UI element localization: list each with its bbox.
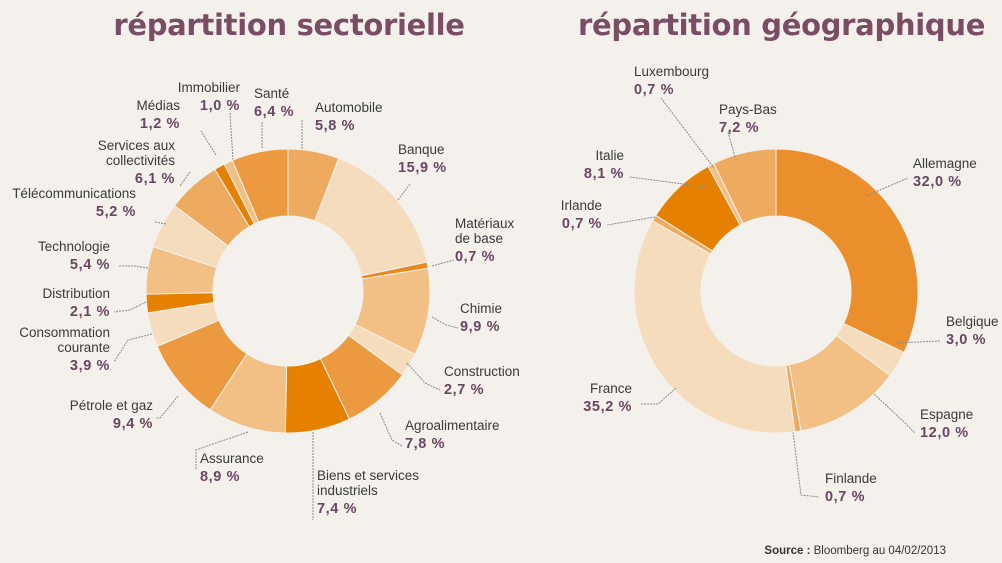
label-value-belgique: 3,0 % [946,332,986,348]
label-name-agroalimentaire: Agroalimentaire [405,418,500,433]
leader-line-materiaux-de-base [431,259,455,267]
label-name-construction: Construction [444,364,520,379]
source-text: Bloomberg au 04/02/2013 [813,545,946,557]
leader-line-espagne [873,393,916,434]
label-name-sante: Santé [254,86,289,101]
leader-line-construction [406,362,441,391]
label-name-materiaux-de-base: Matériaux de base [455,216,515,246]
leader-line-banque [397,183,411,201]
leader-line-irlande [606,216,656,226]
leader-line-chimie [431,316,459,329]
label-name-pays-bas: Pays-Bas [719,102,777,117]
leader-line-pays-bas [727,131,736,158]
label-value-banque: 15,9 % [398,160,447,176]
leader-line-immobilier [229,112,234,161]
label-name-luxembourg: Luxembourg [634,64,709,79]
label-name-allemagne: Allemagne [913,156,977,171]
label-name-automobile: Automobile [315,100,383,115]
leader-line-belgique [895,340,941,344]
chart-title-sectoral: répartition sectorielle [113,8,465,42]
label-value-petrole-et-gaz: 9,4 % [113,416,153,432]
label-value-distribution: 2,1 % [70,304,110,320]
leader-line-distribution [113,301,147,313]
label-name-finlande: Finlande [825,471,877,486]
label-value-telecommunications: 5,2 % [96,204,136,220]
label-value-construction: 2,7 % [444,382,484,398]
label-name-technologie: Technologie [38,239,110,254]
label-value-france: 35,2 % [583,399,632,415]
label-value-luxembourg: 0,7 % [634,82,674,98]
slice-allemagne [775,148,919,354]
label-name-biens-et-services-industriels: Biens et services industriels [317,468,419,498]
label-name-medias: Médias [136,98,180,113]
label-name-assurance: Assurance [200,451,264,466]
leader-line-finlande [792,431,820,498]
label-value-consommation-courante: 3,9 % [70,358,110,374]
label-name-consommation-courante: Consommation courante [19,325,110,355]
leader-line-agroalimentaire [379,412,403,447]
label-name-espagne: Espagne [920,407,973,422]
leader-line-medias [200,130,217,156]
source-label: Source : [764,545,811,557]
leader-line-luxembourg [660,97,715,169]
label-name-banque: Banque [398,142,445,157]
label-value-irlande: 0,7 % [562,216,602,232]
label-name-chimie: Chimie [460,301,502,316]
leader-line-telecommunications [154,221,167,225]
leader-line-technologie [118,265,149,269]
label-value-espagne: 12,0 % [920,425,969,441]
label-value-sante: 6,4 % [254,104,294,120]
label-value-biens-et-services-industriels: 7,4 % [317,501,357,517]
label-value-assurance: 8,9 % [200,469,240,485]
label-value-immobilier: 1,0 % [200,98,240,114]
label-value-medias: 1,2 % [140,116,180,132]
label-value-agroalimentaire: 7,8 % [405,436,445,452]
slice-pays-bas [713,148,777,225]
leader-line-petrole-et-gaz [156,395,179,419]
slice-france [633,220,796,434]
label-value-chimie: 9,9 % [460,319,500,335]
label-name-italie: Italie [595,148,624,163]
label-name-immobilier: Immobilier [178,80,241,95]
leader-line-consommation-courante [113,333,153,363]
leader-line-france [640,387,677,405]
label-value-finlande: 0,7 % [825,489,865,505]
label-name-petrole-et-gaz: Pétrole et gaz [70,398,154,413]
label-value-automobile: 5,8 % [315,118,355,134]
label-name-telecommunications: Télécommunications [12,186,136,201]
label-value-technologie: 5,4 % [70,257,110,273]
label-name-services-aux-collectivites: Services aux collectivités [98,138,176,168]
source-note: Source : Bloomberg au 04/02/2013 [764,545,946,557]
label-value-services-aux-collectivites: 6,1 % [135,171,175,187]
label-name-distribution: Distribution [42,286,110,301]
label-name-irlande: Irlande [561,198,602,213]
label-name-belgique: Belgique [946,314,999,329]
label-value-allemagne: 32,0 % [913,174,962,190]
label-name-france: France [590,381,632,396]
label-value-pays-bas: 7,2 % [719,120,759,136]
label-value-materiaux-de-base: 0,7 % [455,249,495,265]
label-value-italie: 8,1 % [584,166,624,182]
chart-title-geographic: répartition géographique [578,8,986,42]
leader-line-allemagne [865,177,909,197]
leader-line-italie [629,176,707,188]
slice-sante [231,148,289,223]
